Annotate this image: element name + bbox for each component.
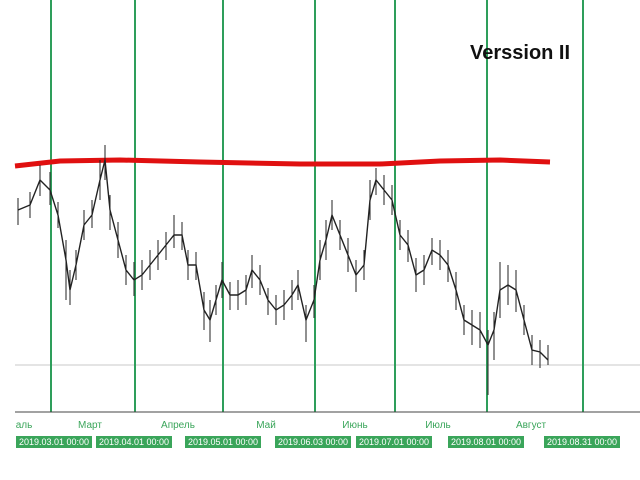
month-label: Март (78, 420, 102, 431)
price-path (17, 159, 549, 361)
date-label: 2019.03.01 00:00 (19, 437, 89, 447)
date-box (16, 436, 92, 448)
month-label: аль (16, 420, 33, 431)
month-label: Май (256, 420, 276, 431)
date-label: 2019.05.01 00:00 (188, 437, 258, 447)
date-box (544, 436, 620, 448)
date-labels: 2019.03.01 00:00 2019.04.01 00:00 2019.05.… (16, 436, 620, 448)
date-box (275, 436, 351, 448)
resistance-line (14, 157, 551, 169)
month-label: Июль (425, 420, 451, 431)
date-label: 2019.06.03 00:00 (278, 437, 348, 447)
date-label: 2019.04.01 00:00 (99, 437, 169, 447)
date-label: 2019.08.31 00:00 (547, 437, 617, 447)
date-label: 2019.07.01 00:00 (359, 437, 429, 447)
date-box (448, 436, 524, 448)
month-label: Апрель (161, 420, 195, 431)
date-box (185, 436, 261, 448)
chart-title: Verssion II (470, 42, 570, 64)
month-label: Август (516, 420, 547, 431)
date-box (356, 436, 432, 448)
date-label: 2019.08.01 00:00 (451, 437, 521, 447)
date-box (96, 436, 172, 448)
month-labels: аль Март Апрель Май Июнь Июль Август (16, 420, 547, 431)
month-label: Июнь (342, 420, 367, 431)
